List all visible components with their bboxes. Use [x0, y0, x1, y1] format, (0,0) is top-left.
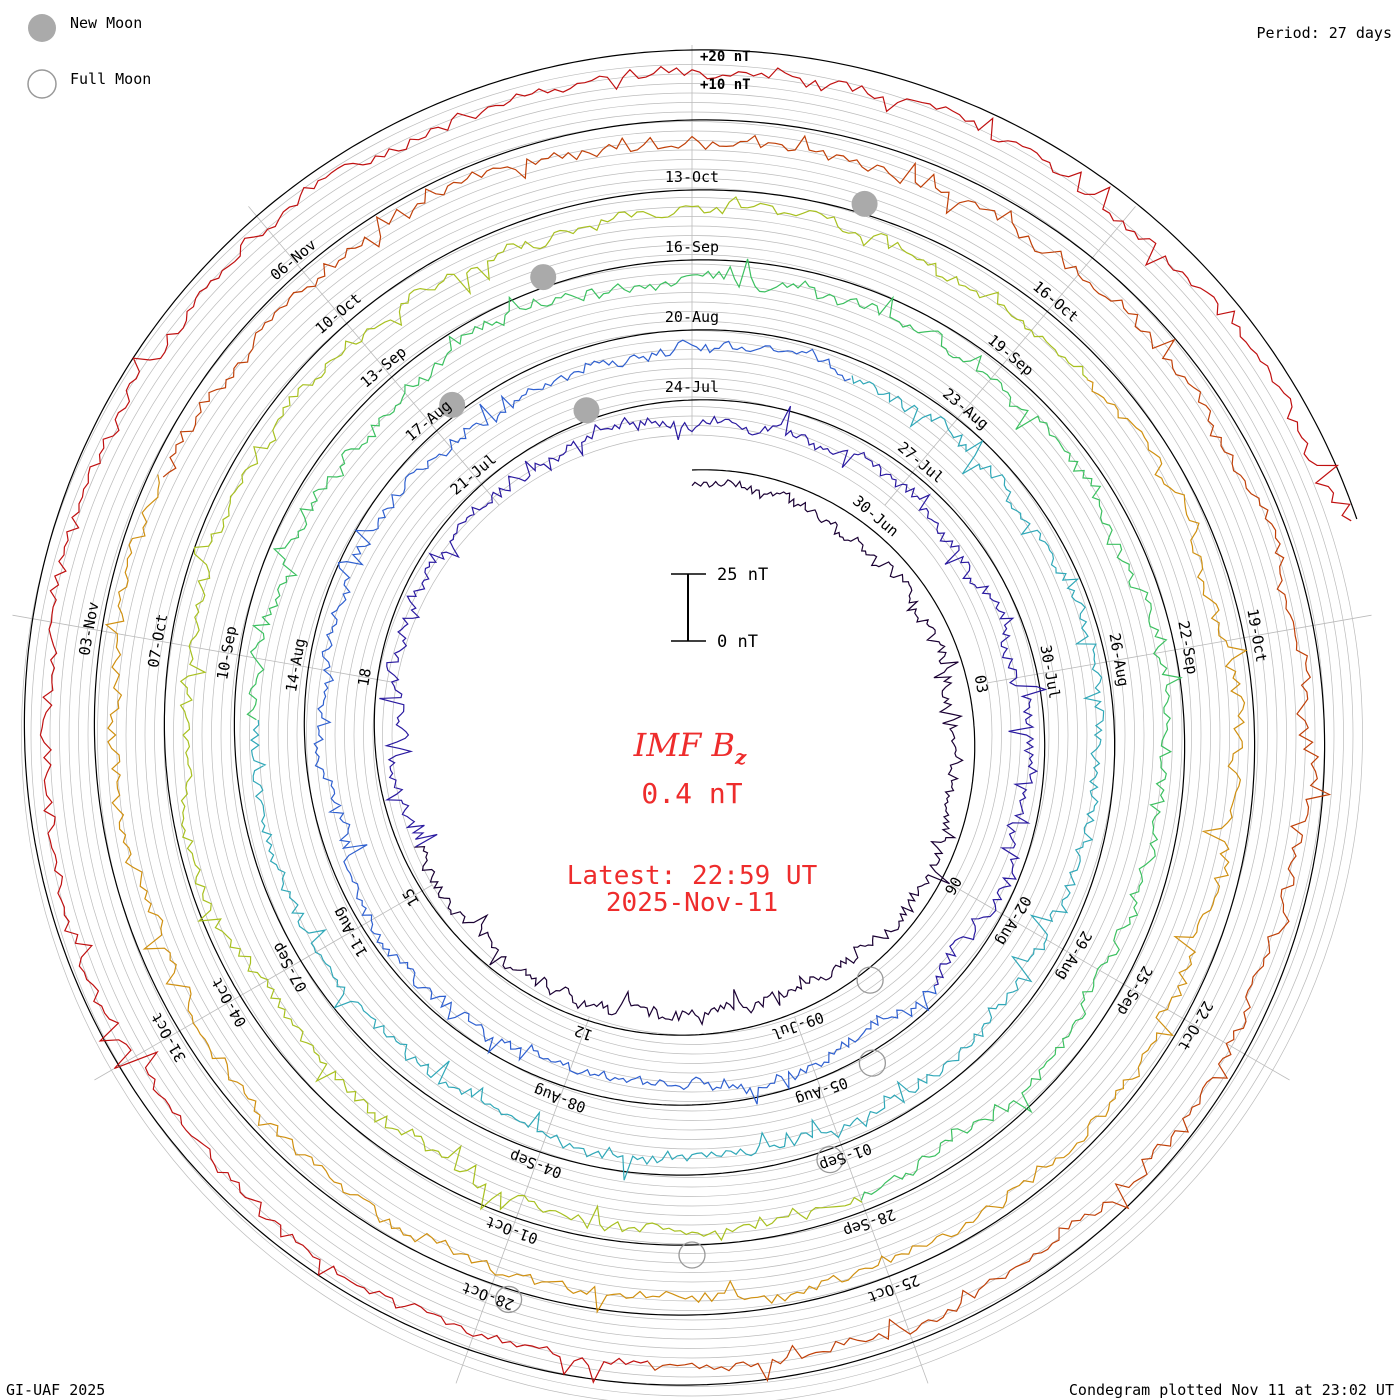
- date-label: 10-Sep: [213, 625, 240, 681]
- bz-trace-segment: [379, 405, 1048, 987]
- date-label: 08-Aug: [531, 1081, 588, 1116]
- scale-top-label: 25 nT: [717, 565, 768, 585]
- date-label: 16-Sep: [665, 238, 719, 256]
- date-label: 20-Aug: [665, 308, 719, 326]
- bz-trace-segment: [39, 65, 1352, 1384]
- full-moon-marker: [816, 1145, 844, 1174]
- bz-trace-segment: [414, 479, 964, 1027]
- center-value: 0.4 nT: [641, 777, 742, 810]
- scale-bar: 25 nT 0 nT: [671, 565, 768, 652]
- reference-circles: [23, 49, 1358, 1386]
- ref-label-plus10: +10 nT: [700, 77, 751, 93]
- moon-markers: [439, 190, 887, 1314]
- bz-trace-segment: [246, 258, 1183, 1201]
- date-label: 05-Aug: [793, 1073, 850, 1108]
- new-moon-icon: [28, 14, 56, 42]
- bz-trace-segment: [313, 339, 937, 1105]
- legend-new-moon-label: New Moon: [70, 14, 142, 32]
- date-label: 09-Jul: [769, 1008, 826, 1043]
- bz-series: [39, 65, 1352, 1384]
- period-label: Period: 27 days: [1257, 24, 1392, 42]
- center-readout: IMF Bz 0.4 nT Latest: 22:59 UT 2025-Nov-…: [567, 726, 818, 918]
- grid-spoke: [12, 614, 397, 684]
- new-moon-marker: [573, 397, 600, 424]
- full-moon-marker: [856, 966, 884, 994]
- grid-spoke: [884, 206, 1136, 506]
- date-label: 18: [354, 667, 375, 688]
- bz-trace-segment: [162, 134, 1332, 1383]
- center-title: IMF Bz: [633, 726, 747, 769]
- center-date: 2025-Nov-11: [606, 888, 778, 918]
- legend-full-moon-label: Full Moon: [70, 70, 151, 88]
- bz-trace-segment: [250, 375, 1105, 1181]
- date-label: 01-Oct: [483, 1212, 540, 1247]
- new-moon-marker: [439, 391, 466, 418]
- full-moon-marker: [858, 1049, 887, 1077]
- date-label: 14-Aug: [282, 637, 309, 693]
- new-moon-marker: [851, 190, 878, 217]
- center-title-sub: z: [734, 745, 747, 769]
- baseline-spiral: [23, 49, 1358, 1386]
- bz-trace-segment: [104, 378, 1248, 1314]
- grid-spoke: [987, 614, 1372, 684]
- full-moon-icon: [27, 69, 57, 99]
- grid-spoke: [94, 884, 433, 1081]
- new-moon-marker: [530, 264, 557, 291]
- grid-spoke: [951, 884, 1290, 1081]
- date-label: 04-Sep: [507, 1147, 564, 1182]
- date-label: 03-Nov: [75, 600, 102, 656]
- full-moon-marker: [494, 1285, 523, 1314]
- plotted-label: Condegram plotted Nov 11 at 23:02 UT: [1069, 1381, 1394, 1399]
- legend: New Moon Full Moon: [27, 14, 151, 99]
- date-label: 07-Oct: [144, 613, 171, 669]
- credit-label: GI-UAF 2025: [6, 1381, 105, 1399]
- bz-trace-segment: [179, 196, 1088, 1242]
- center-latest: Latest: 22:59 UT: [567, 861, 818, 891]
- scale-bottom-label: 0 nT: [717, 632, 758, 652]
- date-label: 06: [941, 873, 966, 898]
- polar-grid: [21, 64, 1363, 1400]
- full-moon-marker: [678, 1241, 706, 1269]
- date-label: 03: [971, 674, 992, 695]
- ref-label-plus20: +20 nT: [700, 49, 751, 65]
- date-label: 25-Oct: [865, 1271, 922, 1306]
- date-label: 15: [399, 885, 424, 910]
- center-title-main: IMF B: [633, 726, 735, 764]
- date-label: 12: [572, 1021, 595, 1044]
- date-label: 13-Oct: [665, 168, 719, 186]
- date-label: 24-Jul: [665, 378, 719, 396]
- grid-spoke: [455, 1016, 590, 1384]
- date-label: 01-Sep: [817, 1139, 874, 1174]
- grid-spoke: [248, 206, 500, 506]
